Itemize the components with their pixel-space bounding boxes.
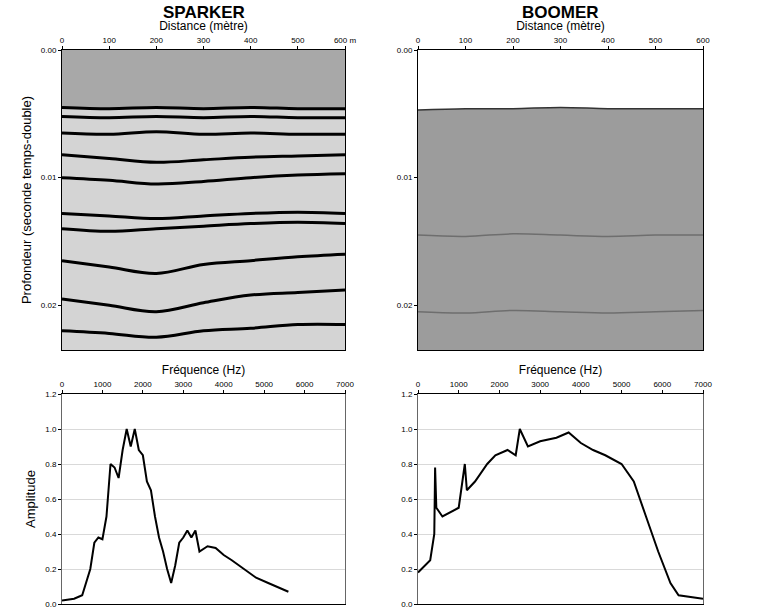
svg-text:2000: 2000 <box>134 380 152 389</box>
svg-text:5000: 5000 <box>255 380 273 389</box>
svg-text:400: 400 <box>244 36 258 45</box>
svg-text:7000: 7000 <box>336 380 354 389</box>
svg-text:400: 400 <box>601 36 615 45</box>
svg-text:0.0: 0.0 <box>401 600 413 609</box>
svg-text:1.2: 1.2 <box>45 390 57 399</box>
svg-text:Distance (mètre): Distance (mètre) <box>159 19 248 33</box>
svg-text:7000: 7000 <box>694 380 712 389</box>
svg-text:600 m: 600 m <box>334 36 357 45</box>
svg-text:500: 500 <box>291 36 305 45</box>
svg-text:0.01: 0.01 <box>397 173 413 182</box>
svg-text:6000: 6000 <box>653 380 671 389</box>
svg-text:1000: 1000 <box>450 380 468 389</box>
svg-text:SPARKER: SPARKER <box>163 3 245 22</box>
svg-text:BOOMER: BOOMER <box>522 3 599 22</box>
svg-text:300: 300 <box>197 36 211 45</box>
svg-text:200: 200 <box>150 36 164 45</box>
svg-text:300: 300 <box>554 36 568 45</box>
svg-text:0.0: 0.0 <box>45 600 57 609</box>
svg-text:0.2: 0.2 <box>401 565 413 574</box>
svg-text:0: 0 <box>60 36 65 45</box>
svg-text:100: 100 <box>459 36 473 45</box>
svg-text:0: 0 <box>60 380 65 389</box>
svg-text:0.6: 0.6 <box>401 495 413 504</box>
svg-text:Fréquence (Hz): Fréquence (Hz) <box>162 363 245 377</box>
svg-text:4000: 4000 <box>215 380 233 389</box>
svg-text:1.2: 1.2 <box>401 390 413 399</box>
svg-text:0.8: 0.8 <box>401 460 413 469</box>
svg-text:0.2: 0.2 <box>45 565 57 574</box>
svg-text:0.00: 0.00 <box>397 46 413 55</box>
svg-text:0: 0 <box>416 36 421 45</box>
svg-text:Fréquence (Hz): Fréquence (Hz) <box>519 363 602 377</box>
svg-text:500: 500 <box>649 36 663 45</box>
svg-text:0: 0 <box>416 380 421 389</box>
svg-text:0.6: 0.6 <box>45 495 57 504</box>
svg-text:100: 100 <box>102 36 116 45</box>
svg-text:0.4: 0.4 <box>45 530 57 539</box>
svg-text:0.4: 0.4 <box>401 530 413 539</box>
svg-text:Amplitude: Amplitude <box>23 470 38 528</box>
svg-text:4000: 4000 <box>572 380 590 389</box>
svg-text:2000: 2000 <box>491 380 509 389</box>
svg-text:3000: 3000 <box>531 380 549 389</box>
svg-text:1.0: 1.0 <box>401 425 413 434</box>
svg-text:0.02: 0.02 <box>397 301 413 310</box>
svg-text:1000: 1000 <box>94 380 112 389</box>
svg-text:0.01: 0.01 <box>41 173 57 182</box>
svg-text:1.0: 1.0 <box>45 425 57 434</box>
svg-text:0.8: 0.8 <box>45 460 57 469</box>
svg-text:5000: 5000 <box>613 380 631 389</box>
svg-text:Distance (mètre): Distance (mètre) <box>516 19 605 33</box>
svg-text:200: 200 <box>506 36 520 45</box>
svg-text:0.02: 0.02 <box>41 301 57 310</box>
svg-text:6000: 6000 <box>296 380 314 389</box>
svg-text:Profondeur (seconde temps-doub: Profondeur (seconde temps-double) <box>19 96 34 304</box>
svg-text:3000: 3000 <box>174 380 192 389</box>
svg-text:600: 600 <box>696 36 710 45</box>
svg-text:0.00: 0.00 <box>41 46 57 55</box>
